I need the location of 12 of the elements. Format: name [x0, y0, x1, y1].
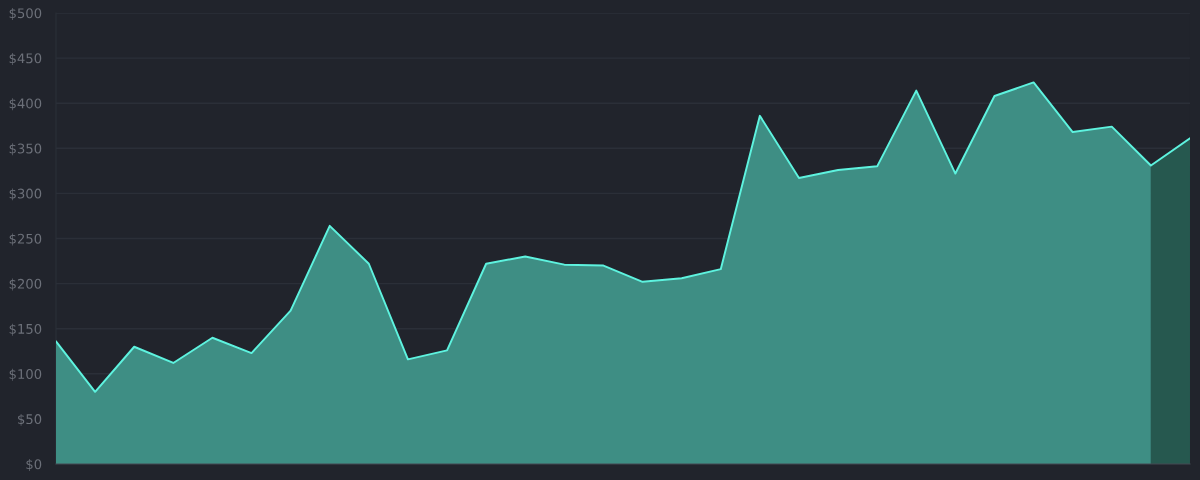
y-tick-label: $150 [9, 323, 42, 336]
y-tick-label: $200 [9, 278, 42, 291]
y-tick-label: $300 [9, 188, 42, 201]
y-tick-label: $50 [18, 413, 42, 426]
y-tick-label: $450 [9, 53, 42, 66]
y-tick-label: $350 [9, 143, 42, 156]
y-tick-label: $500 [9, 7, 42, 20]
y-tick-label: $100 [9, 368, 42, 381]
line-series [56, 81, 1190, 393]
y-tick-label: $250 [9, 233, 42, 246]
y-tick-label: $400 [9, 98, 42, 111]
y-tick-label: $0 [26, 458, 42, 471]
